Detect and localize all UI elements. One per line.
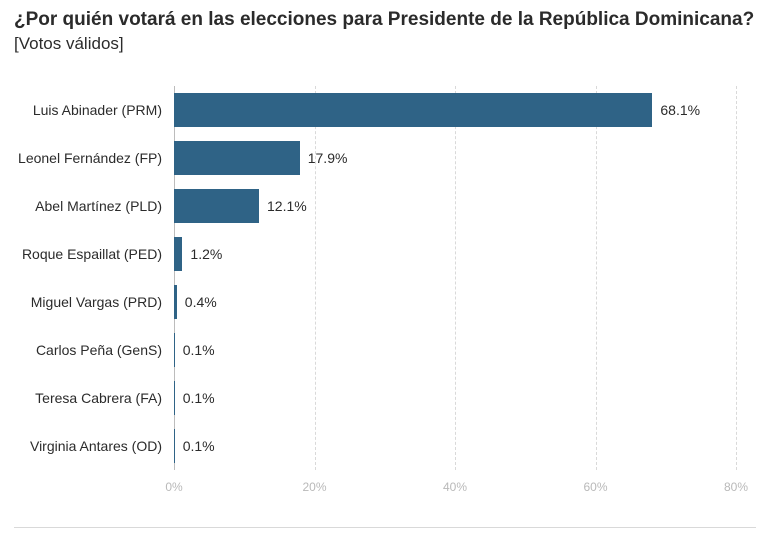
value-label: 0.4% <box>185 294 217 310</box>
y-axis-label: Leonel Fernández (FP) <box>14 150 168 166</box>
value-label: 68.1% <box>660 102 700 118</box>
y-axis-label: Teresa Cabrera (FA) <box>14 390 168 406</box>
chart-subtitle: [Votos válidos] <box>14 34 756 54</box>
bar-row: Abel Martínez (PLD) <box>14 182 756 230</box>
x-tick-label: 40% <box>443 480 467 494</box>
bar <box>174 333 175 367</box>
bar-row: Teresa Cabrera (FA) <box>14 374 756 422</box>
value-label: 0.1% <box>183 438 215 454</box>
value-label: 12.1% <box>267 198 307 214</box>
x-tick-label: 0% <box>165 480 182 494</box>
chart-title: ¿Por quién votará en las elecciones para… <box>14 8 756 32</box>
value-label: 0.1% <box>183 342 215 358</box>
bar-row: Leonel Fernández (FP) <box>14 134 756 182</box>
bar <box>174 93 652 127</box>
bar-row: Miguel Vargas (PRD) <box>14 278 756 326</box>
bar-row: Roque Espaillat (PED) <box>14 230 756 278</box>
footer-divider <box>14 527 756 528</box>
bar <box>174 237 182 271</box>
y-axis-label: Abel Martínez (PLD) <box>14 198 168 214</box>
y-axis-label: Carlos Peña (GenS) <box>14 342 168 358</box>
bar <box>174 285 177 319</box>
bar <box>174 429 175 463</box>
value-label: 1.2% <box>190 246 222 262</box>
value-label: 17.9% <box>308 150 348 166</box>
x-axis-ticks: 0%20%40%60%80% <box>174 478 736 498</box>
x-tick-label: 60% <box>583 480 607 494</box>
y-axis-label: Virginia Antares (OD) <box>14 438 168 454</box>
y-axis-label: Luis Abinader (PRM) <box>14 102 168 118</box>
bar <box>174 189 259 223</box>
y-axis-label: Miguel Vargas (PRD) <box>14 294 168 310</box>
value-label: 0.1% <box>183 390 215 406</box>
bar <box>174 141 300 175</box>
bar <box>174 381 175 415</box>
bar-row: Virginia Antares (OD) <box>14 422 756 470</box>
x-tick-label: 80% <box>724 480 748 494</box>
x-tick-label: 20% <box>302 480 326 494</box>
bar-chart: 0% 20% 40% 60% 80% Luis Abinader (PRM) 68.1% L… <box>14 86 756 498</box>
y-axis-label: Roque Espaillat (PED) <box>14 246 168 262</box>
bar-row: Carlos Peña (GenS) <box>14 326 756 374</box>
